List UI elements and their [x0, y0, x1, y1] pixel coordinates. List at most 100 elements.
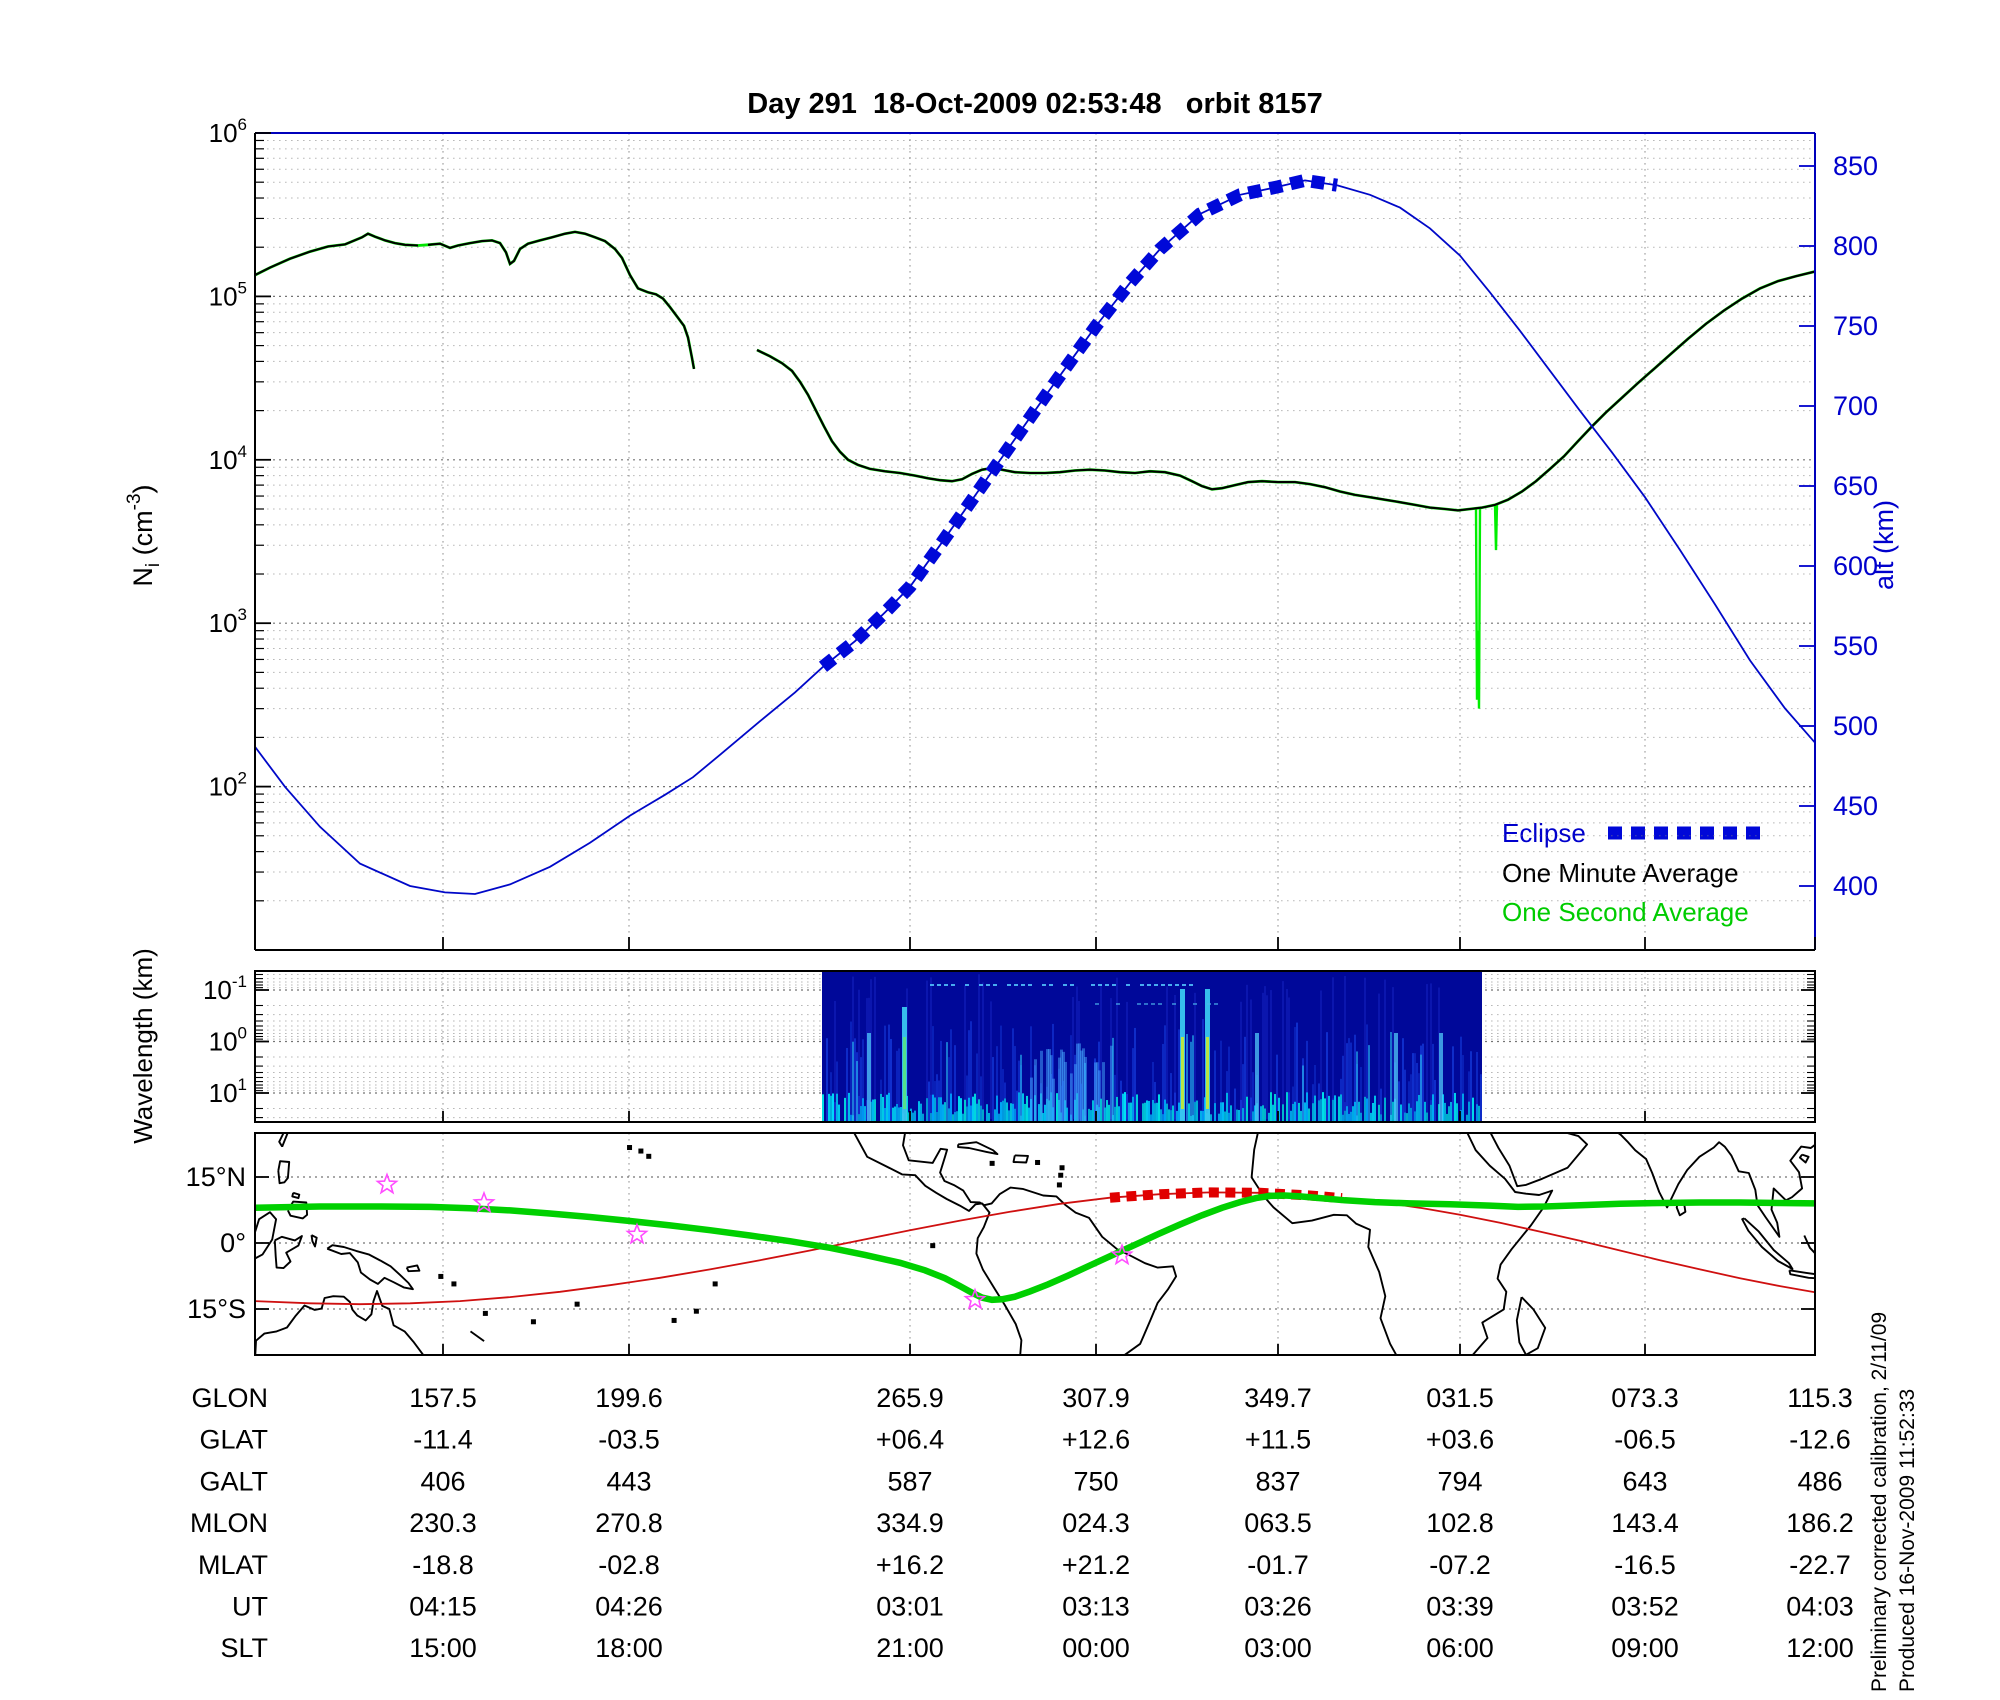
island-speck [1058, 1172, 1064, 1178]
spectrogram-cyan-streak [1454, 1092, 1456, 1122]
spectrogram-streak [1348, 1038, 1350, 1122]
table-cell: -07.2 [1429, 1550, 1491, 1580]
island-speck [712, 1281, 718, 1287]
spectrogram-cyan-streak [982, 1109, 984, 1122]
spectrogram-streak [1410, 1074, 1412, 1122]
legend-eclipse-label: Eclipse [1502, 818, 1586, 848]
spectrogram-cluster-streak [1080, 1050, 1083, 1122]
spectrogram-cyan-streak [934, 1097, 936, 1122]
spectrogram-streak [1404, 1069, 1406, 1122]
spectrogram-cyan-streak [998, 1113, 1000, 1122]
spectrogram-cyan-streak [1380, 1114, 1382, 1122]
spectrogram-cyan-streak [1318, 1100, 1320, 1122]
spectrogram-cyan-streak [1322, 1092, 1324, 1122]
spectrogram-cyan-streak [832, 1093, 834, 1122]
spectrogram-dash-line [1140, 984, 1144, 986]
spectrogram-streak [1016, 1090, 1018, 1122]
spectrogram-cyan-streak [1130, 1102, 1132, 1122]
spectrogram-cyan-streak [1374, 1095, 1376, 1122]
spectrogram-cyan-streak [1278, 1097, 1280, 1122]
ground-station-star [472, 1190, 496, 1213]
spectrogram-streak [1312, 1084, 1314, 1122]
spectrogram-streak [1408, 1081, 1410, 1122]
spectrogram-streak [1242, 1064, 1244, 1122]
spectrogram-cyan-streak [880, 1093, 882, 1122]
spectrogram-dash-line [1021, 984, 1025, 986]
spectrogram-streak [1380, 1088, 1382, 1122]
spectrogram-cyan-streak [1012, 1103, 1014, 1122]
table-cell: 15:00 [409, 1633, 477, 1663]
spectrogram-streak [1288, 997, 1290, 1119]
table-cell: 04:26 [595, 1592, 663, 1622]
spectrogram-cyan-streak [1194, 1102, 1196, 1122]
coastline [1012, 1154, 1029, 1164]
spectrogram-cyan-streak [1196, 1100, 1198, 1122]
coastline [1741, 1217, 1794, 1270]
spectrogram-cyan-streak [1158, 1094, 1160, 1122]
spectrogram-streak [1120, 1080, 1122, 1122]
spectrogram-cyan-streak [964, 1099, 966, 1122]
spectrogram-cyan-streak [1328, 1095, 1330, 1122]
spectrogram-cyan-streak [1338, 1096, 1340, 1122]
spectrogram-cyan-streak [1164, 1099, 1166, 1122]
spectrogram-cyan-streak [1132, 1096, 1134, 1122]
table-cell: 486 [1797, 1466, 1842, 1496]
table-cell: 21:00 [876, 1633, 944, 1663]
spectrogram-streak [932, 1026, 934, 1122]
table-cell: -18.8 [412, 1550, 474, 1580]
spectrogram-cyan-streak [1444, 1102, 1446, 1122]
spectrogram-cyan-streak [1010, 1103, 1012, 1122]
axis-tick-label: 106 [209, 115, 247, 148]
ground-station-star [375, 1172, 399, 1195]
spectrogram-streak [1246, 984, 1248, 1119]
spectrogram-cyan-streak [1346, 1106, 1348, 1122]
table-cell: 643 [1622, 1466, 1667, 1496]
legend-one-second-label: One Second Average [1502, 897, 1749, 927]
spectrogram-cyan-streak [1476, 1104, 1478, 1122]
spectrogram-cyan-streak [1092, 1100, 1094, 1122]
spectrogram-cyan-streak [1220, 1102, 1222, 1122]
spectrogram-cyan-streak [1028, 1107, 1030, 1122]
spectrogram-streak [1164, 1025, 1166, 1122]
spectrogram-dash-line [944, 984, 948, 986]
table-cell: 03:52 [1611, 1592, 1679, 1622]
axis-tick-label: 105 [209, 278, 247, 311]
spectrogram-cyan-streak [1210, 1114, 1212, 1122]
spectrogram-cyan-streak [956, 1111, 958, 1122]
spectrogram-cyan-streak [1450, 1101, 1452, 1122]
island-speck [574, 1301, 580, 1307]
spectrogram-cyan-streak [1100, 1098, 1102, 1122]
spectrogram-streak [1166, 986, 1168, 1119]
spectrogram-dash-line [1207, 1003, 1211, 1005]
table-cell: 00:00 [1062, 1633, 1130, 1663]
spectrogram-streak [1288, 1092, 1290, 1122]
coastline [1616, 1133, 1815, 1238]
spectrogram-dash-line [1154, 984, 1158, 986]
spectrogram-dash-line [1105, 984, 1109, 986]
spectrogram-cyan-streak [1418, 1094, 1420, 1122]
island-speck [482, 1310, 488, 1316]
spectrogram-dash-line [930, 984, 934, 986]
table-cell: +03.6 [1426, 1425, 1494, 1455]
spectrogram-streak [1476, 1051, 1478, 1122]
island-speck [693, 1308, 699, 1314]
legend-one-minute-label: One Minute Average [1502, 858, 1739, 888]
spectrogram-streak [1384, 979, 1386, 1119]
island-speck [671, 1317, 677, 1323]
eclipse-dashed-segment [818, 173, 1338, 672]
spectrogram-streak [1430, 983, 1432, 1119]
spectrogram-cyan-streak [1190, 1041, 1192, 1122]
spectrogram-cyan-streak [1002, 1100, 1004, 1122]
spectrogram-cluster-streak [1102, 1062, 1105, 1122]
spectrogram-streak [1264, 986, 1266, 1119]
spectrogram-cyan-streak [1304, 1102, 1306, 1122]
table-cell: 03:00 [1244, 1633, 1312, 1663]
island-speck [1056, 1182, 1062, 1188]
spectrogram-cyan-streak [1150, 1114, 1152, 1122]
spectrogram-cyan-streak [1056, 1093, 1058, 1122]
spectrogram-cyan-streak [1430, 1104, 1432, 1122]
spectrogram-cluster-streak [1078, 1043, 1081, 1122]
spectrogram-cyan-streak [1456, 1103, 1458, 1122]
spectrogram-streak [898, 1048, 900, 1122]
spectrogram-cyan-streak [1178, 1102, 1180, 1122]
